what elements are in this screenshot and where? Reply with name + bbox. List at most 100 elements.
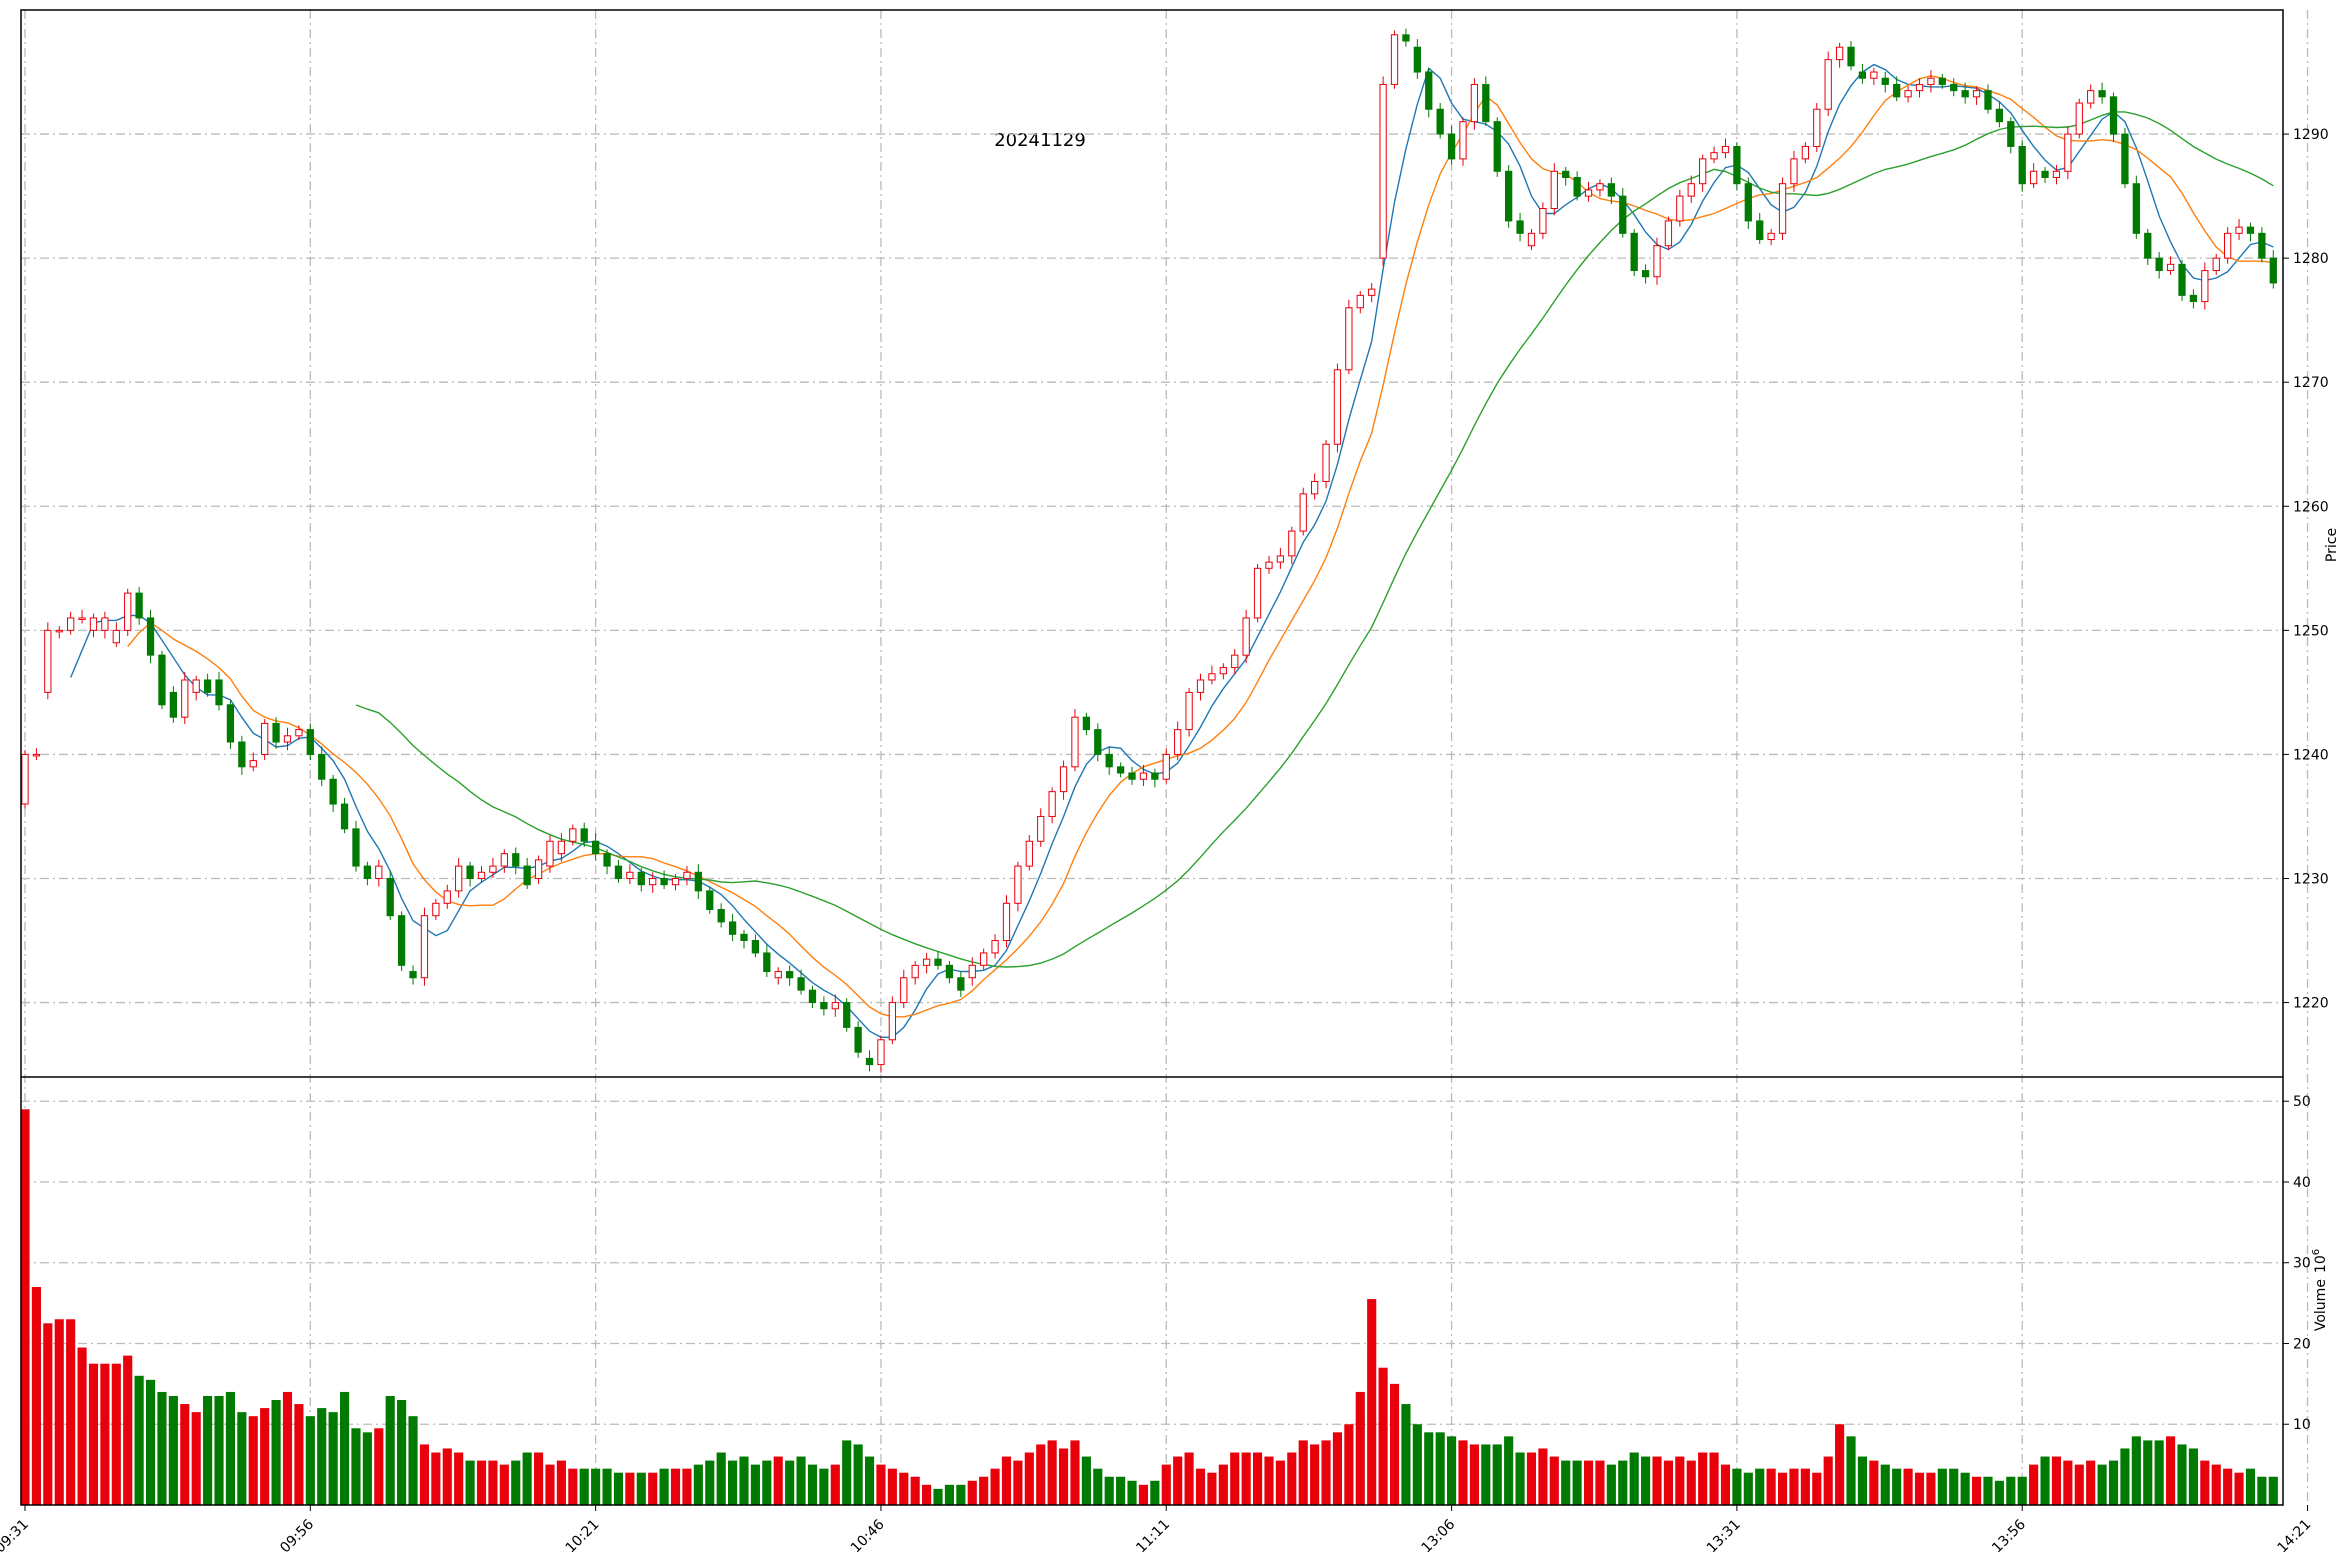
candle [1938,73,1946,89]
candle-body-up [55,629,63,633]
volume-bar [1058,1448,1069,1505]
volume-bar [1583,1460,1594,1505]
candle [67,611,75,635]
candle [2018,140,2026,192]
volume-bar [2063,1460,2073,1505]
candle-body-up [922,958,931,966]
candle-body-down [386,877,394,917]
candle-body-down [466,865,474,879]
candle [1573,171,1581,201]
candle-body-down [1447,133,1456,160]
volume-bar [876,1464,886,1505]
volume-bar [1994,1480,2004,1505]
volume-bar [910,1476,920,1505]
candle-body-up [1174,729,1182,755]
candle [318,746,326,787]
candle-body-up [1790,158,1798,185]
volume-bar [762,1460,772,1505]
volume-axis-label: Volume106 [2311,1249,2329,1331]
candle-body-down [694,871,702,892]
candle [1676,189,1684,227]
candle [1025,835,1033,871]
volume-bar [899,1472,909,1505]
price-tick-label: 1260 [2293,499,2329,515]
volume-bar [1504,1436,1514,1505]
candle [363,861,372,886]
candle [135,586,143,625]
volume-bar [2006,1476,2016,1505]
candle [409,965,417,985]
candle-body-down [146,617,155,656]
candle [1116,762,1125,778]
candle-body-down [238,741,246,768]
candle [591,833,600,861]
volume-bar [1880,1464,1890,1505]
volume-bar [248,1416,258,1505]
volume-bar [214,1395,224,1505]
volume-bar [2245,1468,2256,1505]
candle [2052,165,2061,185]
candle [694,864,702,899]
volume-bar [191,1412,201,1505]
candle-body-down [2189,294,2198,303]
candle-body-up [432,902,440,917]
candle-body-up [1915,83,1924,92]
candle-body-up [626,871,634,879]
candle [1265,555,1273,574]
candle-body-down [2155,257,2163,272]
volume-bar [476,1460,487,1505]
volume-bar [180,1404,190,1505]
candle-body-up [569,828,577,842]
candle-body-down [945,964,954,979]
candle-body-up [261,722,269,755]
candle-body-up [1584,189,1593,197]
volume-bar [271,1400,281,1505]
candle-body-up [1242,617,1250,656]
candle-body-up [1196,679,1205,693]
candle [455,858,463,898]
candle-body-up [32,753,41,757]
volume-bar [1903,1468,1913,1505]
candle-body-down [1995,108,2004,123]
candle-body-down [1402,34,1410,42]
candle [1310,473,1319,500]
volume-bar [1686,1460,1696,1505]
candle [306,723,314,761]
candle [1242,609,1250,664]
candle [2098,82,2106,104]
volume-bar [1869,1460,1879,1505]
candle-body-up [1253,567,1262,619]
candle [1105,746,1113,775]
candle-body-down [340,803,349,830]
volume-bar [237,1412,247,1505]
candle-body-down [1961,90,1969,98]
candle [386,870,394,921]
candle [843,998,851,1032]
candle-body-up [1048,791,1056,817]
candle-body-up [1801,145,1810,160]
candle [1641,264,1650,284]
candle-body-down [226,704,235,743]
candle [146,609,155,664]
volume-bar [157,1391,167,1505]
volume-bar [1447,1436,1457,1505]
candle-body-up [2224,232,2232,259]
price-tick-label: 1220 [2293,996,2329,1012]
candle-body-up [980,952,988,966]
volume-bar [1709,1452,1719,1505]
candle [1858,63,1867,84]
volume-bar [1070,1440,1080,1505]
candle-body-up [1835,46,1844,61]
candle [1322,439,1330,489]
candle-body-up [1345,307,1353,371]
candle-body-up [375,865,383,879]
volume-bar [1458,1440,1468,1505]
candle [1619,188,1627,238]
candle [340,797,349,834]
volume-bar [682,1468,692,1505]
candle-body-up [911,964,919,979]
candle [2189,289,2198,309]
volume-bars [20,1109,2278,1505]
candle [215,671,223,711]
candle-body-up [1059,766,1068,793]
